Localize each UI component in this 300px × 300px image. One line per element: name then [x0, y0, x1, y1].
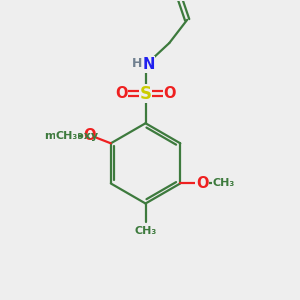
Text: CH₃: CH₃ — [213, 178, 235, 188]
Text: O: O — [115, 86, 128, 101]
Text: O: O — [196, 176, 208, 191]
Text: CH₃: CH₃ — [134, 226, 157, 236]
Text: O: O — [164, 86, 176, 101]
Text: CH₃: CH₃ — [56, 131, 78, 141]
Text: methoxy: methoxy — [44, 131, 98, 141]
Text: N: N — [142, 57, 155, 72]
Text: S: S — [140, 85, 152, 103]
Text: O: O — [83, 128, 96, 143]
Text: H: H — [131, 57, 142, 70]
